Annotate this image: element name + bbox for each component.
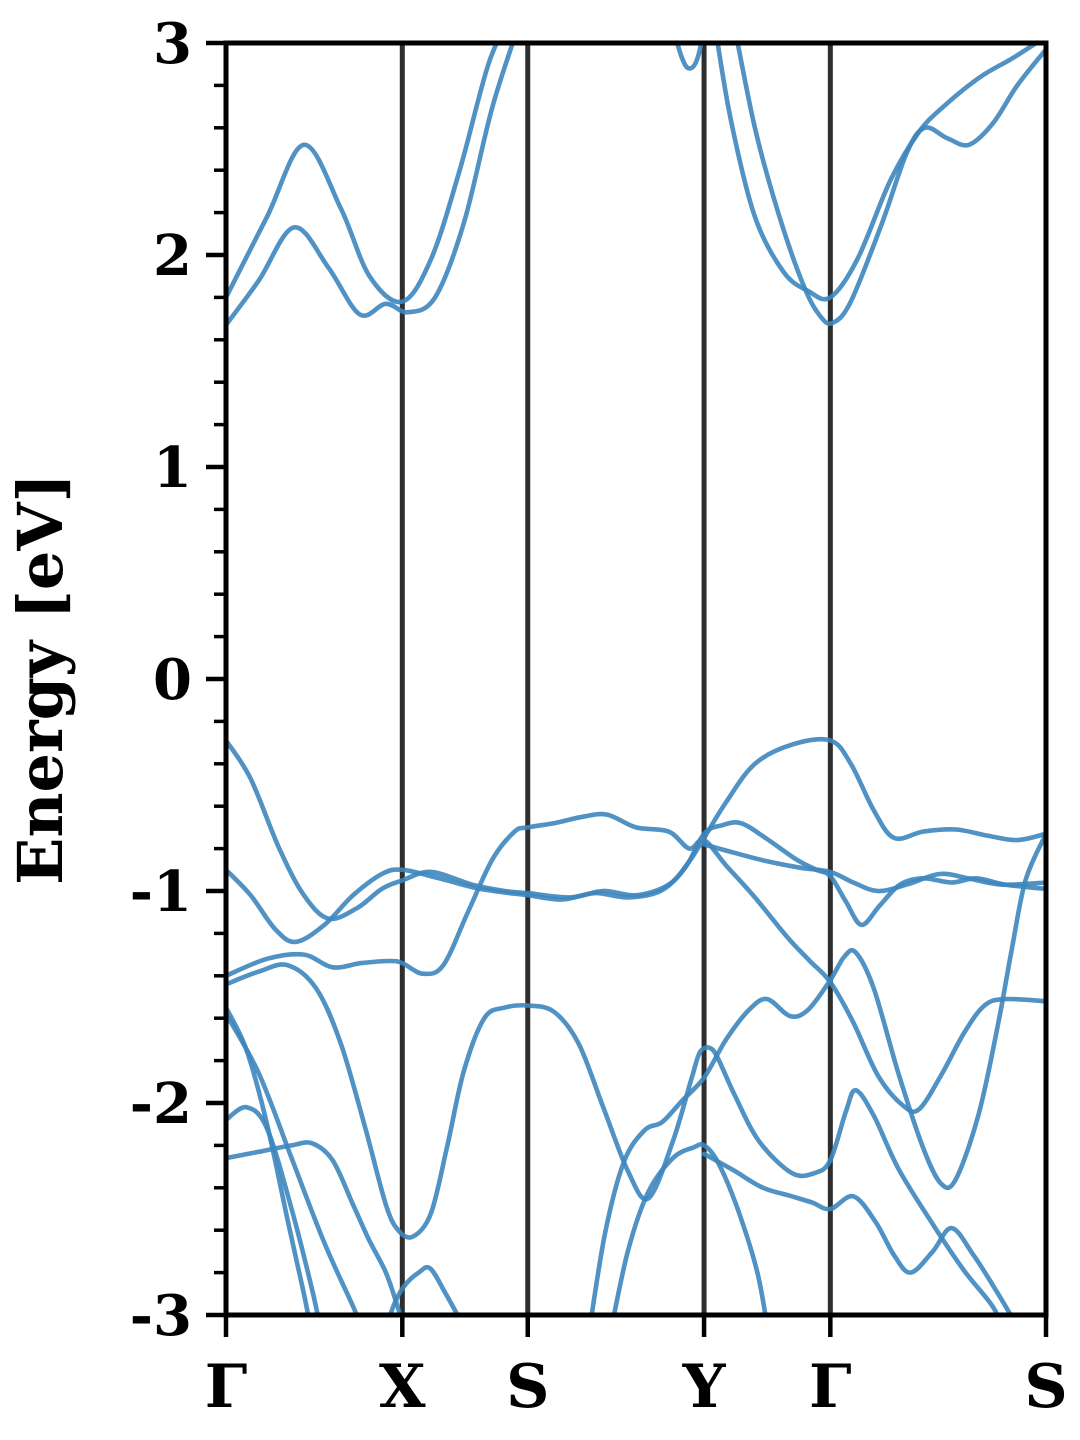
band-line-val-5 — [226, 962, 1001, 1315]
kpoint-separator-lines — [399, 43, 833, 1315]
band-line-val-8 — [701, 1151, 1014, 1315]
x-tick-label-X: X — [379, 1352, 426, 1422]
band-line-val-2 — [226, 820, 1046, 945]
band-line-val-12 — [226, 1140, 403, 1315]
x-tick-label-Y: Y — [682, 1352, 727, 1422]
band-line-val-7 — [611, 1142, 768, 1315]
band-line-val-6 — [589, 831, 1046, 1315]
y-tick-labels: 3 2 1 0 -1 -2 -3 — [130, 11, 192, 1349]
y-tick-label: -3 — [130, 1283, 192, 1349]
band-line-val-13 — [387, 1264, 461, 1315]
x-tick-label-Γ: Γ — [809, 1352, 852, 1422]
band-lines — [226, 43, 1046, 1315]
band-line-cond-3 — [715, 43, 1041, 302]
y-tick-label: 2 — [153, 223, 192, 289]
plot-frame — [223, 40, 1049, 1318]
y-tick-label: 0 — [153, 647, 192, 713]
x-tick-label-S: S — [506, 1352, 549, 1422]
y-tick-label: -1 — [130, 859, 192, 925]
band-line-cond-4 — [735, 43, 1046, 326]
y-tick-label: 1 — [153, 435, 192, 501]
x-tick-label-Γ: Γ — [205, 1352, 248, 1422]
band-line-cond-2 — [226, 43, 516, 328]
x-tick-label-S: S — [1024, 1352, 1067, 1422]
band-line-cond-1 — [226, 43, 500, 305]
band-line-val-11 — [226, 1104, 321, 1315]
y-axis-label: Energy [eV] — [4, 473, 77, 885]
band-line-val-3 — [701, 842, 1046, 894]
y-tick-label: 3 — [153, 11, 192, 77]
band-line-val-10 — [226, 1011, 360, 1315]
y-tick-label: -2 — [130, 1071, 192, 1137]
